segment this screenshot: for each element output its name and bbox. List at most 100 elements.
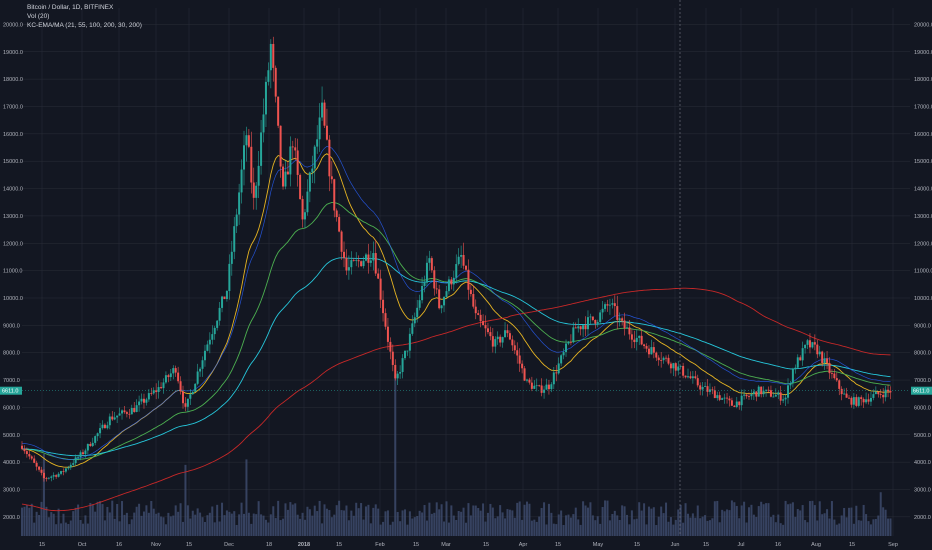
volume-bar <box>608 520 611 536</box>
volume-bar <box>425 520 428 536</box>
volume-bar <box>50 512 53 536</box>
candle-body <box>282 166 285 187</box>
volume-bar <box>196 508 199 536</box>
volume-bar <box>577 519 580 536</box>
x-tick-label: May <box>593 542 604 548</box>
candle-body <box>235 214 238 227</box>
volume-bar <box>406 524 409 536</box>
candle-body <box>735 401 738 407</box>
volume-bar <box>250 523 253 536</box>
candle-body <box>647 348 650 355</box>
volume-bar <box>167 512 170 536</box>
candle-body <box>474 306 477 314</box>
candle-body <box>772 396 775 398</box>
volume-bar <box>445 501 448 536</box>
volume-bar <box>272 506 275 536</box>
candle-body <box>35 462 38 467</box>
volume-bar <box>121 501 124 536</box>
candle-body <box>730 400 733 406</box>
volume-bar <box>516 502 519 536</box>
volume-bar <box>38 514 41 536</box>
volume-bar <box>345 505 348 536</box>
volume-bar <box>284 503 287 536</box>
candle-body <box>308 172 311 192</box>
candle-body <box>482 321 485 326</box>
y-tick-label-right: 12000.0 <box>914 241 932 247</box>
candle-body <box>238 192 241 215</box>
candle-body <box>794 367 797 369</box>
volume-bar <box>450 505 453 536</box>
candle-body <box>240 169 243 193</box>
candle-body <box>591 316 594 321</box>
volume-bar <box>584 505 587 536</box>
candle-body <box>394 364 397 379</box>
volume-bar <box>513 517 516 536</box>
volume-bar <box>789 503 792 536</box>
volume-bar <box>413 517 416 536</box>
candle-body <box>94 436 97 443</box>
symbol-title[interactable]: Bitcoin / Dollar, 1D, BITFINEX <box>27 4 114 11</box>
volume-bar <box>323 504 326 536</box>
volume-bar <box>691 513 694 536</box>
candle-body <box>167 375 170 378</box>
candle-body <box>796 357 799 368</box>
volume-bar <box>201 517 204 536</box>
candle-body <box>848 397 851 399</box>
volume-bar <box>818 501 821 536</box>
candle-body <box>672 363 675 369</box>
candle-body <box>506 330 509 334</box>
candle-body <box>357 260 360 262</box>
candle-body <box>665 357 668 359</box>
volume-bar <box>264 519 267 536</box>
candle-body <box>496 336 499 340</box>
volume-bar <box>96 501 99 536</box>
volume-bar <box>730 500 733 536</box>
candle-body <box>340 231 343 252</box>
volume-bar <box>225 510 228 536</box>
candle-body <box>135 405 138 412</box>
candle-body <box>550 384 553 390</box>
volume-bar <box>274 518 277 536</box>
candle-body <box>45 478 48 479</box>
volume-bar <box>733 502 736 536</box>
candle-body <box>701 386 704 390</box>
candle-body <box>557 363 560 374</box>
volume-bar <box>747 507 750 536</box>
time-axis[interactable]: 15 Oct 16 Nov 15 Dec 18 2018 15 Feb 15 Mar 15 Apr 15 Ma… <box>39 542 898 548</box>
y-tick-label-left: 13000.0 <box>3 214 23 220</box>
volume-bar <box>477 507 480 536</box>
volume-bar <box>735 505 738 536</box>
right-price-axis[interactable]: 20000.0 19000.0 18000.0 17000.0 16000.0 15000… <box>914 22 932 520</box>
candle-body <box>147 393 150 400</box>
candle-body <box>630 334 633 340</box>
volume-bar <box>889 518 892 536</box>
candle-body <box>669 363 672 369</box>
volume-bar <box>228 511 231 536</box>
volume-bar <box>701 516 704 536</box>
candle-body <box>821 351 824 363</box>
candle-body <box>718 395 721 400</box>
volume-bar <box>796 509 799 536</box>
volume-indicator-label[interactable]: Vol (20) <box>27 13 50 20</box>
candle-body <box>762 390 765 395</box>
candle-body <box>277 96 280 126</box>
candle-body <box>60 471 63 474</box>
candle-body <box>565 343 568 353</box>
volume-bar <box>482 503 485 536</box>
candle-body <box>391 351 394 365</box>
volume-bar <box>57 508 60 536</box>
y-tick-label-right: 4000.0 <box>914 460 931 466</box>
volume-bar <box>848 507 851 536</box>
volume-bar <box>845 517 848 536</box>
volume-bar <box>586 507 589 536</box>
volume-bar <box>882 507 885 536</box>
candle-body <box>116 415 119 418</box>
kc-ema-ma-indicator-label[interactable]: KC-EMA/MA (21, 55, 100, 200, 30, 200) <box>27 22 142 29</box>
volume-bar <box>606 500 609 536</box>
y-tick-label-left: 5000.0 <box>3 433 20 439</box>
candle-body <box>582 325 585 330</box>
volume-bar <box>596 516 599 536</box>
candle-body <box>343 251 346 259</box>
candle-body <box>421 285 424 301</box>
